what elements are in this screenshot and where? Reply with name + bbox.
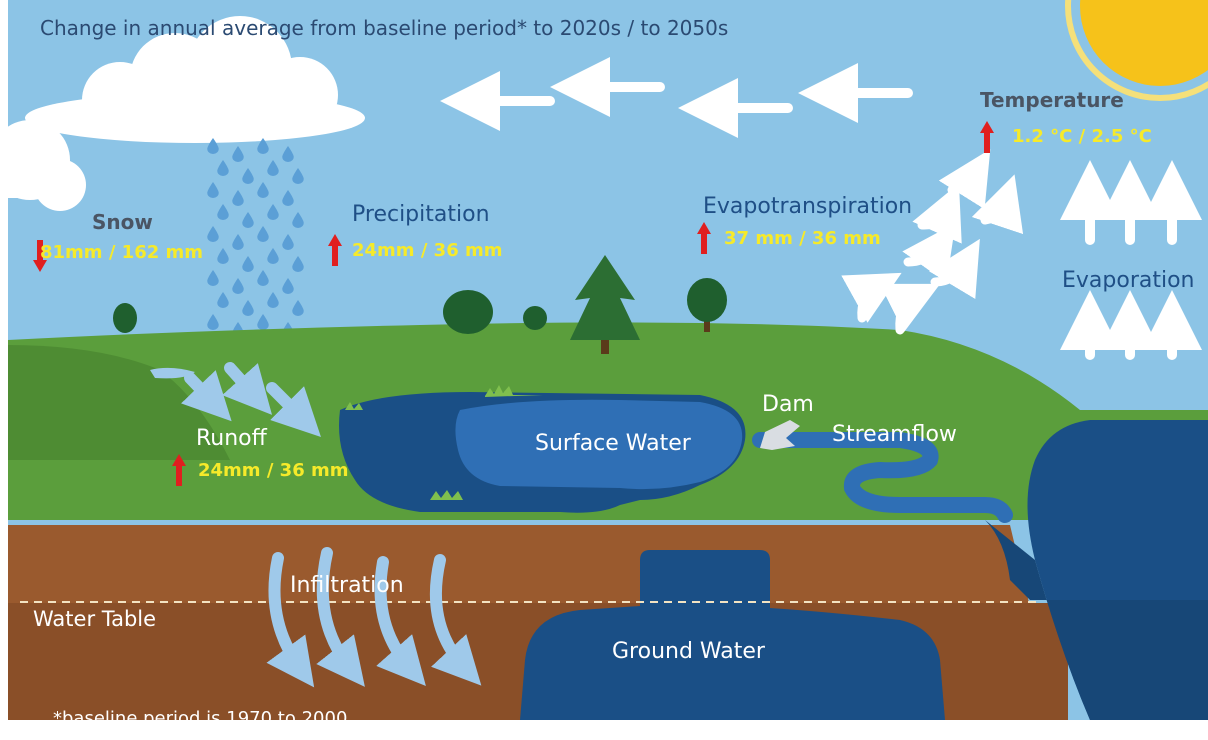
- value-snow: 81mm / 162 mm: [40, 242, 204, 263]
- hill-left: [8, 345, 230, 460]
- sun: [1065, 0, 1208, 101]
- footnote: *baseline period is 1970 to 2000: [53, 708, 348, 729]
- runoff-arrows: [181, 362, 321, 437]
- value-temperature: 1.2 °C / 2.5 °C: [1012, 126, 1152, 147]
- label-evaporation: Evaporation: [1062, 268, 1195, 293]
- label-dam: Dam: [762, 392, 814, 417]
- evapotranspiration-arrows: [841, 149, 1024, 335]
- infiltration-arrows: [266, 547, 482, 688]
- diagram-subtitle: Change in annual average from baseline p…: [40, 16, 729, 40]
- evaporation-arrows: [1060, 160, 1202, 360]
- value-evapotranspiration: 37 mm / 36 mm: [724, 228, 881, 249]
- ocean-deep: [985, 520, 1208, 720]
- label-temperature: Temperature: [980, 88, 1124, 112]
- label-snow: Snow: [92, 210, 153, 234]
- label-water-table: Water Table: [33, 607, 157, 631]
- grass-tufts: [345, 385, 543, 500]
- label-streamflow: Streamflow: [832, 422, 957, 447]
- streamflow-river: [752, 432, 1013, 523]
- value-runoff: 24mm / 36 mm: [198, 460, 349, 481]
- trend-arrow-runoff: [172, 454, 186, 486]
- label-surface-water: Surface Water: [535, 431, 691, 456]
- trend-arrow-temperature: [980, 121, 994, 153]
- label-evapotranspiration: Evapotranspiration: [703, 194, 913, 219]
- label-precipitation: Precipitation: [352, 202, 490, 227]
- trend-arrow-precipitation: [328, 234, 342, 266]
- ground-water: [520, 550, 945, 720]
- label-ground-water: Ground Water: [612, 639, 765, 664]
- trend-arrows: [33, 121, 994, 486]
- trend-arrow-evapotranspiration: [697, 222, 711, 254]
- trees: [113, 255, 727, 354]
- cloud-small: [0, 120, 86, 211]
- value-precipitation: 24mm / 36 mm: [352, 240, 503, 261]
- dam: [760, 420, 800, 450]
- label-runoff: Runoff: [196, 426, 267, 451]
- surface-water-light: [455, 399, 743, 490]
- trend-arrow-snow: [33, 240, 47, 272]
- label-infiltration: Infiltration: [290, 573, 404, 598]
- cloud-large: [25, 16, 365, 143]
- wind-arrows: [440, 57, 913, 138]
